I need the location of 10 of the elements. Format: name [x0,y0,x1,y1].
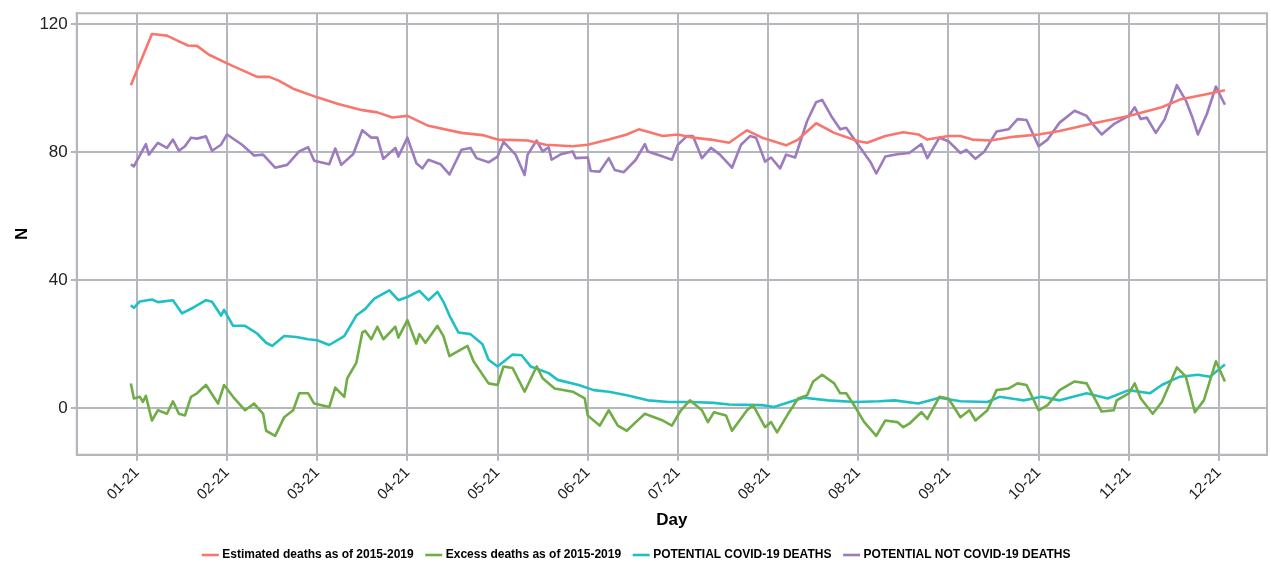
y-tick-label: 0 [58,398,68,418]
legend-label: POTENTIAL COVID-19 DEATHS [653,547,832,562]
y-tick-label: 80 [48,142,68,162]
y-tick-label: 120 [39,14,68,34]
legend-label: Estimated deaths as of 2015-2019 [222,547,415,562]
x-axis-title: Day [656,510,689,530]
legend-label: POTENTIAL NOT COVID-19 DEATHS [863,547,1071,562]
y-tick-label: 40 [48,270,68,290]
legend-label: Excess deaths as of 2015-2019 [445,547,622,562]
y-axis-title: N [11,227,31,241]
